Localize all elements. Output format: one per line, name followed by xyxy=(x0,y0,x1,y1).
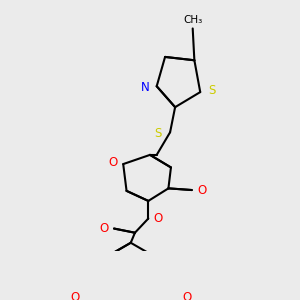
Text: N: N xyxy=(141,81,149,94)
Text: O: O xyxy=(182,291,191,300)
Text: O: O xyxy=(99,222,109,235)
Text: O: O xyxy=(197,184,206,196)
Text: O: O xyxy=(109,156,118,169)
Text: S: S xyxy=(155,128,162,140)
Text: CH₃: CH₃ xyxy=(183,15,202,25)
Text: O: O xyxy=(70,291,80,300)
Text: O: O xyxy=(154,212,163,225)
Text: S: S xyxy=(208,84,216,97)
